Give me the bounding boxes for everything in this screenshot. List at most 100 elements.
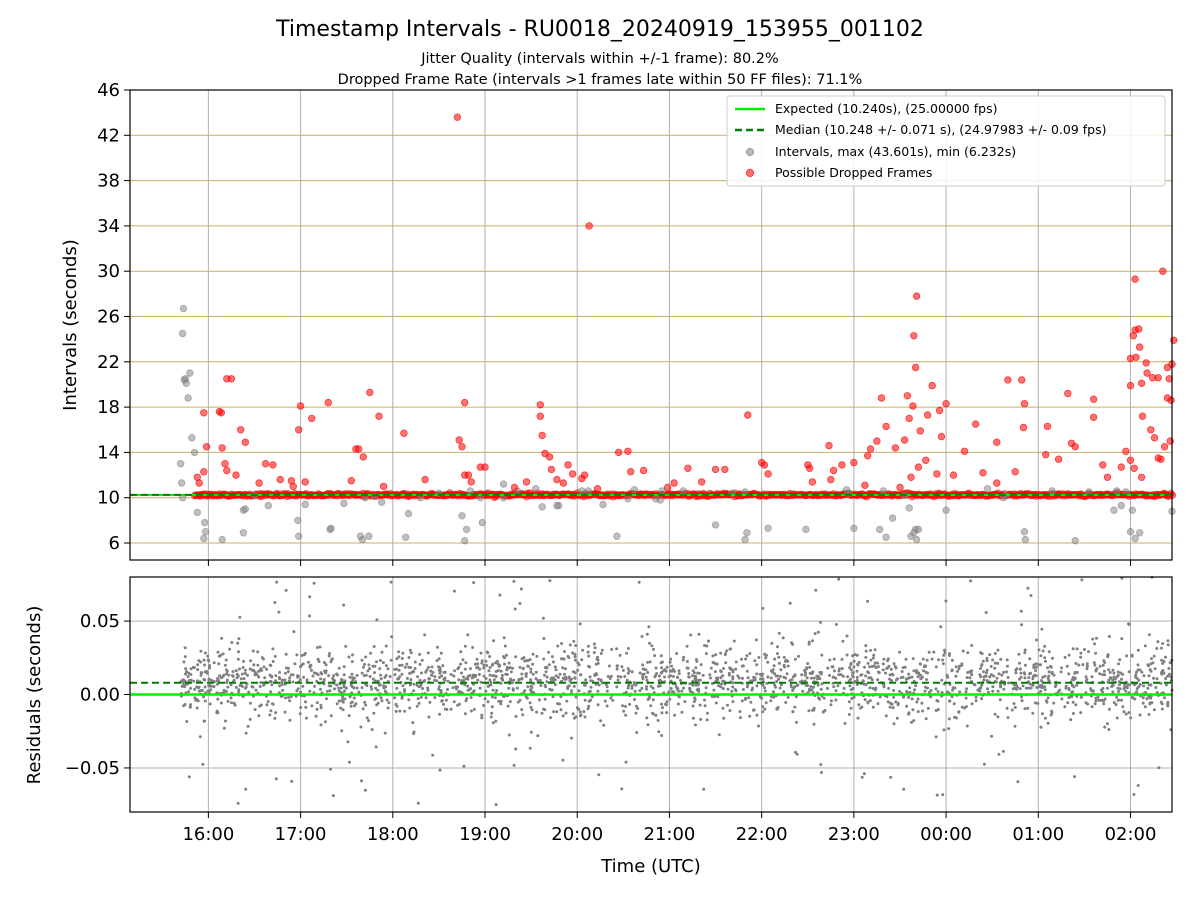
dropped-frame-point: [624, 447, 632, 455]
residual-point: [574, 695, 578, 699]
residual-point: [1043, 716, 1047, 720]
residual-point: [317, 660, 321, 663]
residual-point: [269, 690, 273, 694]
residual-point: [524, 674, 528, 678]
residual-point: [1073, 775, 1076, 779]
residual-point: [847, 713, 851, 716]
residual-point: [1075, 647, 1079, 651]
residual-point: [886, 657, 890, 661]
residual-point: [1066, 701, 1070, 705]
residual-point: [1043, 685, 1047, 689]
residual-point: [1031, 683, 1034, 687]
residual-point: [1116, 670, 1120, 674]
residual-point: [368, 667, 371, 671]
residual-point: [478, 667, 482, 671]
residual-point: [970, 644, 974, 647]
residual-point: [974, 695, 978, 699]
residual-point: [1147, 713, 1151, 716]
residual-point: [655, 672, 659, 675]
residual-point: [207, 689, 211, 693]
residual-point: [1014, 683, 1018, 687]
residual-point: [711, 661, 715, 664]
residual-point: [586, 650, 590, 654]
residual-point: [372, 645, 376, 648]
residual-point: [403, 690, 407, 693]
x-tick-label: 19:00: [459, 824, 511, 845]
residual-point: [269, 709, 273, 713]
residual-point: [840, 657, 844, 661]
residual-point: [696, 683, 700, 687]
residual-point: [907, 695, 911, 699]
residual-point: [834, 623, 838, 626]
residual-point: [812, 676, 816, 680]
residual-point: [648, 660, 652, 664]
residual-point: [1159, 681, 1163, 685]
residual-point: [761, 705, 765, 709]
residual-point: [482, 666, 486, 670]
residual-point: [505, 653, 508, 657]
residual-point: [1031, 674, 1035, 678]
residual-point: [379, 677, 383, 681]
residual-point: [738, 710, 742, 713]
residual-point: [626, 671, 630, 675]
dropped-frame-point: [296, 402, 305, 410]
residual-point: [488, 655, 492, 658]
residual-point: [912, 719, 916, 723]
residual-point: [507, 661, 511, 665]
residual-point: [514, 655, 518, 659]
residual-point: [1161, 642, 1165, 646]
residual-point: [777, 661, 781, 665]
residual-point: [535, 710, 539, 714]
residual-point: [490, 695, 494, 699]
dropped-frame-point: [1167, 396, 1175, 404]
residual-point: [1112, 671, 1116, 675]
residual-point: [1138, 683, 1142, 686]
dropped-frame-point: [261, 460, 270, 468]
residual-point: [397, 677, 400, 681]
residual-point: [395, 657, 399, 661]
residual-point: [499, 702, 503, 706]
interval-point: [1048, 487, 1056, 495]
residual-point: [930, 657, 934, 661]
residual-point: [451, 686, 455, 690]
residual-point: [654, 666, 658, 670]
residual-point: [895, 716, 899, 720]
residual-point: [405, 676, 409, 680]
residual-point: [708, 673, 712, 677]
residual-point: [745, 685, 749, 689]
residual-point: [829, 703, 833, 707]
residual-point: [319, 723, 323, 727]
residual-point: [788, 601, 792, 605]
interval-point: [912, 535, 921, 544]
residual-point: [1146, 686, 1150, 690]
residual-point: [812, 722, 816, 726]
residual-point: [271, 702, 275, 706]
dropped-frame-point: [564, 461, 572, 469]
residual-point: [849, 668, 853, 672]
residual-point: [433, 675, 437, 679]
residual-point: [229, 683, 233, 687]
residual-point: [1037, 648, 1041, 652]
residual-point: [360, 779, 363, 783]
residual-point: [1152, 676, 1155, 680]
dropped-frame-point: [200, 468, 208, 476]
residual-point: [1121, 672, 1125, 676]
residual-point: [409, 678, 413, 682]
residual-point: [599, 719, 603, 723]
residual-point: [1043, 656, 1047, 660]
residual-point: [705, 718, 709, 722]
residual-point: [531, 652, 535, 656]
residual-point: [701, 673, 705, 677]
residual-point: [1093, 702, 1097, 706]
dropped-frame-point: [536, 401, 544, 409]
residual-point: [650, 644, 654, 648]
residual-point: [1071, 684, 1074, 688]
residual-point: [957, 667, 961, 671]
residual-point: [621, 704, 625, 708]
residual-point: [222, 673, 226, 677]
residual-point: [570, 677, 574, 681]
residual-point: [1127, 622, 1130, 626]
residual-point: [287, 679, 291, 683]
residual-point: [573, 655, 577, 659]
residual-point: [482, 663, 486, 667]
